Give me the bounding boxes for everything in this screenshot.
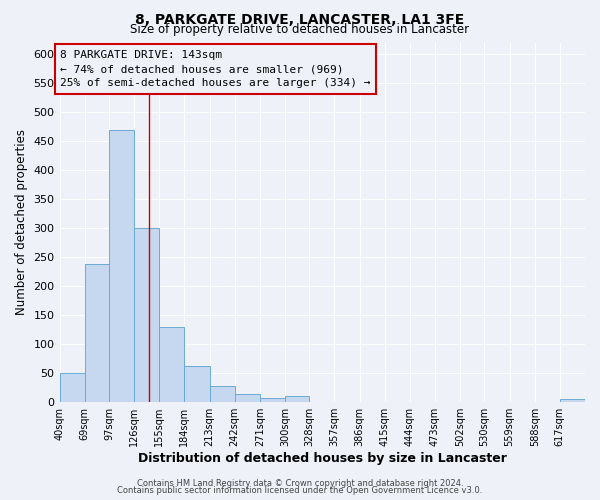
Bar — [184, 366, 209, 402]
Text: 8 PARKGATE DRIVE: 143sqm
← 74% of detached houses are smaller (969)
25% of semi-: 8 PARKGATE DRIVE: 143sqm ← 74% of detach… — [61, 50, 371, 88]
Bar — [560, 400, 585, 402]
Text: 8, PARKGATE DRIVE, LANCASTER, LA1 3FE: 8, PARKGATE DRIVE, LANCASTER, LA1 3FE — [136, 12, 464, 26]
Bar — [109, 130, 134, 402]
Bar — [235, 394, 260, 402]
Bar — [159, 327, 184, 402]
Y-axis label: Number of detached properties: Number of detached properties — [15, 130, 28, 316]
Bar — [85, 264, 109, 402]
Bar — [285, 396, 309, 402]
Bar — [209, 386, 235, 402]
Text: Contains public sector information licensed under the Open Government Licence v3: Contains public sector information licen… — [118, 486, 482, 495]
Text: Contains HM Land Registry data © Crown copyright and database right 2024.: Contains HM Land Registry data © Crown c… — [137, 478, 463, 488]
X-axis label: Distribution of detached houses by size in Lancaster: Distribution of detached houses by size … — [138, 452, 507, 465]
Bar — [260, 398, 285, 402]
Bar — [134, 228, 159, 402]
Bar — [59, 373, 85, 402]
Text: Size of property relative to detached houses in Lancaster: Size of property relative to detached ho… — [130, 22, 470, 36]
